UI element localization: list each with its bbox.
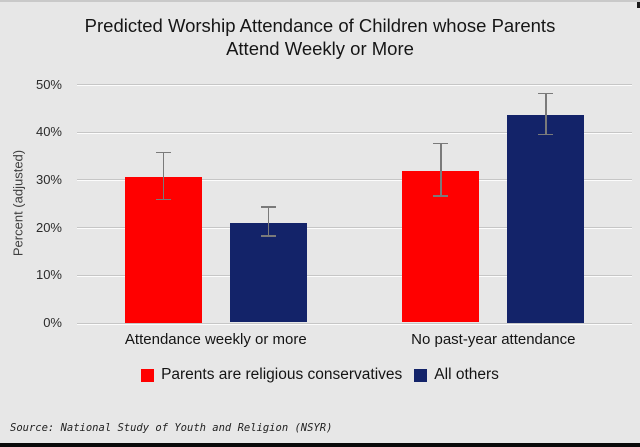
y-tick-label: 50% xyxy=(35,76,62,92)
error-bar-line xyxy=(545,93,547,135)
bar-series2 xyxy=(507,115,585,323)
source-note: Source: National Study of Youth and Reli… xyxy=(10,422,333,434)
y-axis-label: Percent (adjusted) xyxy=(10,149,26,257)
error-bar-cap xyxy=(538,92,554,95)
error-bar-line xyxy=(267,207,269,237)
gridline xyxy=(77,322,632,324)
legend-swatch-icon xyxy=(141,368,155,382)
y-tick-label: 20% xyxy=(35,219,62,235)
bottom-border-bar xyxy=(0,443,640,447)
legend-swatch-icon xyxy=(414,368,428,382)
error-bar-cap xyxy=(433,195,449,197)
error-bar-line xyxy=(162,152,164,200)
legend-label: All others xyxy=(434,366,499,383)
corner-mark xyxy=(637,2,640,8)
error-bar-cap xyxy=(538,133,554,136)
gridline xyxy=(77,84,632,85)
y-tick-label: 40% xyxy=(35,124,62,140)
error-bar-cap xyxy=(155,151,171,153)
gridline xyxy=(77,227,632,229)
error-bar-cap xyxy=(260,206,276,208)
y-tick-label: 10% xyxy=(35,267,62,283)
error-bar-cap xyxy=(433,142,449,145)
legend-label: Parents are religious conservatives xyxy=(161,366,403,383)
bar-series1 xyxy=(124,177,202,323)
y-tick-label: 30% xyxy=(35,171,62,187)
y-tick-label: 0% xyxy=(43,315,62,330)
legend-item: All others xyxy=(414,366,499,384)
bar-series2 xyxy=(229,222,307,323)
error-bar-cap xyxy=(155,198,171,201)
chart-title: Predicted Worship Attendance of Children… xyxy=(84,15,556,59)
gridline xyxy=(77,179,632,181)
x-category-label: Attendance weekly or more xyxy=(124,331,307,348)
error-bar-cap xyxy=(260,235,276,237)
gridline xyxy=(77,274,632,276)
legend: Parents are religious conservatives All o… xyxy=(0,366,640,384)
legend-item: Parents are religious conservatives xyxy=(141,366,402,384)
error-bar-line xyxy=(440,143,442,197)
gridline xyxy=(77,131,632,133)
x-category-label: No past-year attendance xyxy=(411,331,576,348)
